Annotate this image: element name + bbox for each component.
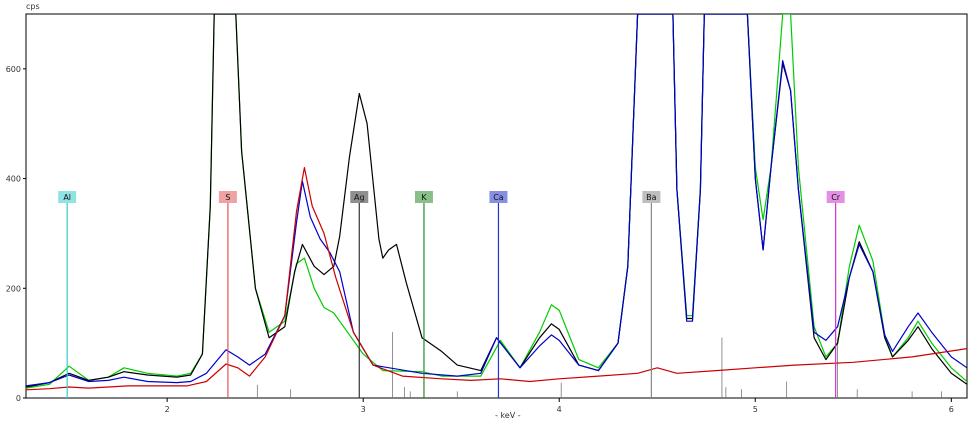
marker-box-ca: [489, 191, 508, 203]
marker-label-al: Al: [63, 193, 71, 202]
marker-box-ag: [350, 191, 369, 203]
x-axis-label: - keV -: [495, 411, 521, 420]
marker-box-al: [58, 191, 77, 203]
plot-frame: [25, 13, 968, 399]
x-tick-label: 5: [753, 405, 758, 414]
marker-box-s: [218, 191, 237, 203]
y-tick-label: 0: [16, 394, 21, 403]
y-tick-label: 200: [6, 284, 21, 293]
marker-label-k: K: [421, 193, 427, 202]
marker-label-ca: Ca: [493, 193, 504, 202]
x-tick-label: 2: [165, 405, 170, 414]
x-tick-label: 4: [557, 405, 562, 414]
x-tick-label: 6: [949, 405, 954, 414]
y-axis-unit: cps: [26, 2, 40, 11]
marker-label-ba: Ba: [646, 193, 656, 202]
marker-box-k: [414, 191, 433, 203]
marker-box-cr: [826, 191, 845, 203]
spectrum-series-4: [26, 167, 967, 391]
x-tick-label: 3: [361, 405, 366, 414]
marker-label-cr: Cr: [831, 193, 841, 202]
marker-label-ag: Ag: [354, 193, 365, 202]
marker-label-s: S: [225, 193, 230, 202]
marker-box-ba: [642, 191, 661, 203]
y-tick-label: 600: [6, 65, 21, 74]
y-tick-label: 400: [6, 175, 21, 184]
